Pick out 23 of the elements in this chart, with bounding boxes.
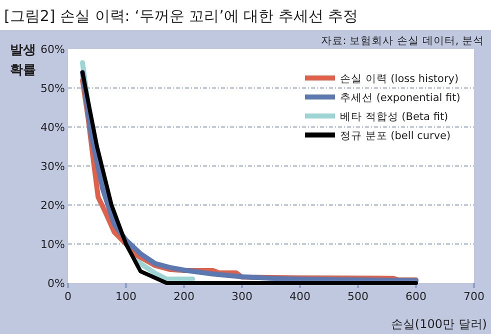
x-tick-label: 600 <box>406 290 426 303</box>
x-axis-title: 손실(100만 달러) <box>390 317 487 331</box>
y-tick-label: 50% <box>40 82 65 95</box>
y-tick-label: 60% <box>40 43 65 56</box>
x-tick-label: 300 <box>232 290 252 303</box>
chart-title: [그림2] 손실 이력: ‘두꺼운 꼬리’에 대한 추세선 추정 <box>4 7 358 25</box>
x-tick-label: 200 <box>174 290 194 303</box>
x-tick-label: 400 <box>290 290 310 303</box>
y-tick-label: 0% <box>48 277 65 290</box>
x-tick-label: 100 <box>116 290 136 303</box>
y-axis-title: 발생 확률 <box>10 43 36 78</box>
legend-label: 손실 이력 (loss history) <box>340 73 459 85</box>
x-tick-label: 0 <box>64 290 72 303</box>
y-tick-label: 20% <box>40 199 65 212</box>
legend-label: 베타 적합성 (Beta fit) <box>340 111 448 123</box>
y-tick-label: 40% <box>40 121 65 134</box>
legend-label: 정규 분포 (bell curve) <box>340 130 451 142</box>
y-tick-label: 10% <box>40 238 65 251</box>
text: 자료: 보험회사 손실 데이터, 분석 <box>320 35 484 47</box>
x-tick-label: 500 <box>348 290 368 303</box>
y-tick-label: 30% <box>40 160 65 173</box>
x-tick-label: 700 <box>464 290 484 303</box>
legend-label: 추세선 (exponential fit) <box>340 92 460 104</box>
